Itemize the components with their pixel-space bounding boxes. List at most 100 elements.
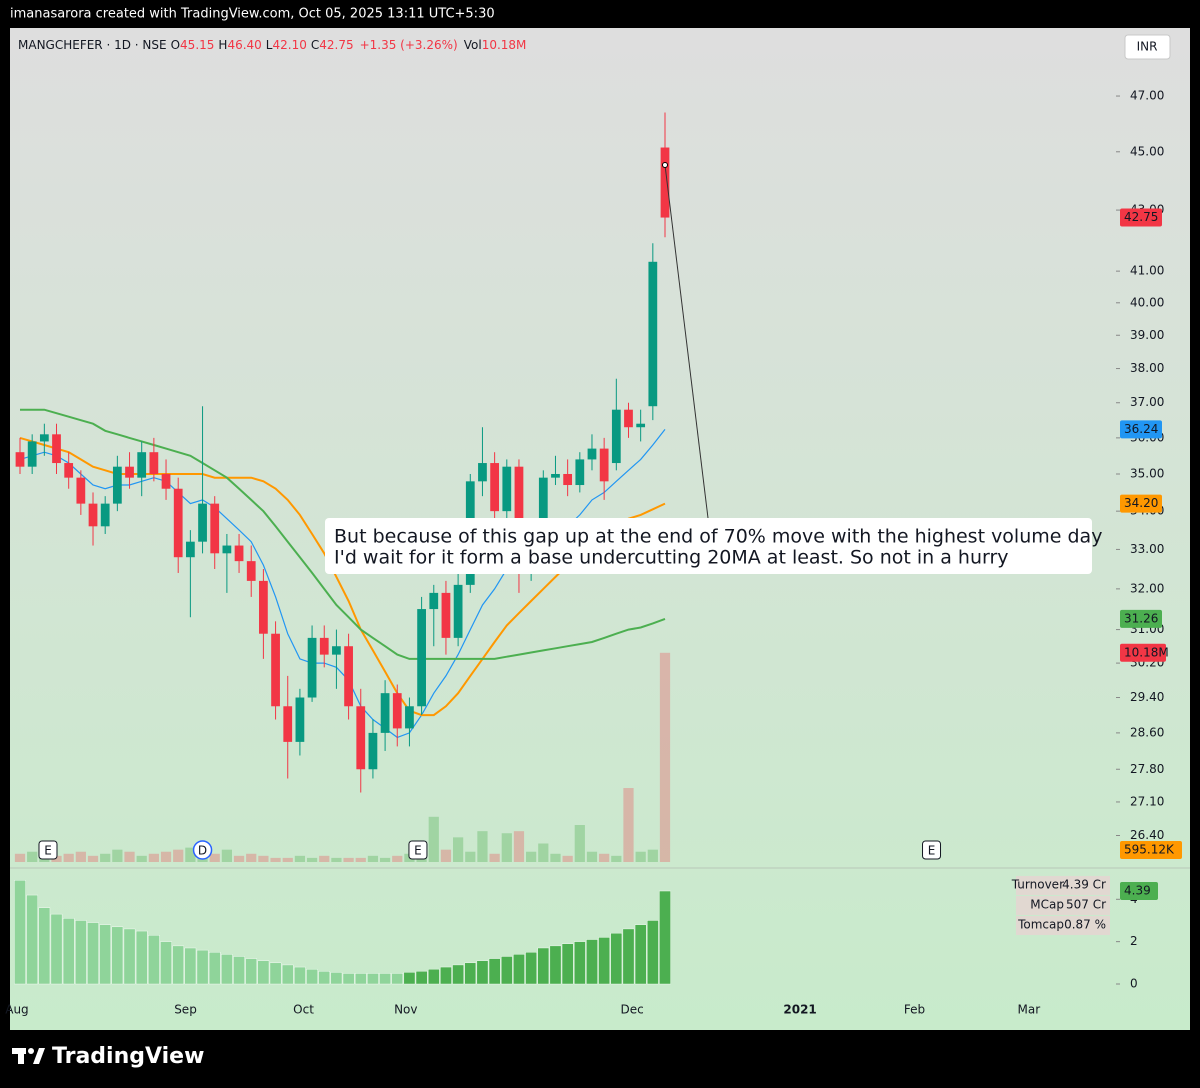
- turnover-bar: [135, 930, 148, 985]
- turnover-bar: [50, 913, 63, 985]
- price-tag: [1120, 609, 1162, 628]
- candle-body: [283, 706, 293, 742]
- turnover-bar: [75, 920, 87, 985]
- candle-body: [27, 441, 37, 467]
- candle-body: [39, 434, 49, 442]
- currency-button[interactable]: [1124, 34, 1171, 60]
- turnover-bar: [160, 941, 172, 985]
- candle-body: [161, 473, 171, 489]
- volume-bar: [611, 855, 622, 862]
- volume-bar: [562, 855, 573, 862]
- candle-body: [636, 423, 646, 428]
- turnover-bar: [367, 973, 379, 985]
- volume-bar: [63, 853, 74, 862]
- ohlc-key: O: [171, 38, 180, 52]
- candle-body: [356, 706, 366, 770]
- turnover-bar: [622, 928, 635, 985]
- candle-body: [648, 261, 658, 407]
- candle-body: [88, 503, 98, 527]
- turnover-bar: [354, 973, 367, 985]
- turnover-bar: [427, 968, 440, 985]
- symbol: MANGCHEFER · 1D · NSE: [18, 38, 167, 52]
- change: +1.35 (+3.26%): [360, 38, 458, 52]
- annotation-line: I'd wait for it form a base undercutting…: [334, 547, 1009, 569]
- candle-body: [344, 646, 353, 707]
- turnover-bar: [26, 894, 38, 985]
- turnover-bar: [476, 960, 489, 985]
- ohlc-key: L: [266, 38, 273, 52]
- turnover-bar: [574, 941, 586, 985]
- candle-body: [368, 732, 378, 770]
- price-tag-label: 42.75: [1124, 210, 1158, 224]
- volume-bar: [258, 855, 269, 862]
- price-tag-label: 4.39: [1124, 884, 1151, 898]
- candle-body: [624, 409, 633, 428]
- volume-bar: [453, 837, 464, 862]
- table-row: [1016, 876, 1110, 895]
- volume-bar: [526, 851, 537, 862]
- volume-value: 10.18M: [482, 38, 527, 52]
- turnover-bar: [452, 964, 464, 985]
- event-label: E: [414, 844, 422, 858]
- candle-body: [660, 147, 670, 218]
- candle-body: [453, 584, 463, 638]
- price-tag: [1120, 494, 1162, 513]
- turnover-bar: [598, 937, 610, 985]
- price-tag: [1120, 643, 1166, 662]
- annotation-box: [325, 518, 1092, 574]
- turnover-bar: [111, 926, 124, 985]
- turnover-bar: [525, 952, 537, 985]
- legend: MANGCHEFER · 1D · NSE O45.15 H46.40 L42.10 C…: [18, 38, 526, 52]
- y-tick-label: 41.00: [1130, 264, 1164, 278]
- turnover-bar: [513, 954, 525, 985]
- candle-body: [563, 473, 573, 486]
- turnover-bar: [549, 945, 562, 985]
- volume-bar: [367, 855, 379, 862]
- volume-bar: [221, 849, 232, 862]
- volume-bar: [136, 855, 147, 862]
- volume-bar: [51, 855, 62, 862]
- turnover-bar: [464, 962, 477, 985]
- turnover-bar: [221, 954, 233, 985]
- annotation-arrow: [664, 164, 709, 519]
- turnover-bar: [196, 949, 209, 985]
- volume-bar: [635, 851, 646, 862]
- currency[interactable]: INR: [1137, 40, 1158, 54]
- volume-bar: [270, 857, 281, 862]
- y-tick-label: 33.00: [1130, 542, 1164, 556]
- table-value: 4.39 Cr: [1062, 878, 1106, 892]
- volume-bar: [647, 849, 658, 862]
- price-tag-label: 34.20: [1124, 496, 1158, 510]
- event-marker: [922, 840, 942, 860]
- candle-body: [478, 463, 487, 482]
- volume-bar: [246, 853, 257, 862]
- turnover-bar: [123, 928, 136, 985]
- brand: TradingView: [52, 1044, 204, 1069]
- volume-bar: [513, 831, 525, 862]
- ohlc-value: 42.75: [319, 38, 353, 52]
- ohlc-value: 45.15: [180, 38, 214, 52]
- volume-bar: [379, 857, 391, 862]
- volume-bar: [599, 853, 610, 862]
- turnover-bar: [647, 920, 659, 985]
- ohlc-value: 42.10: [272, 38, 306, 52]
- y-tick-label: 38.00: [1130, 361, 1164, 375]
- candle-body: [234, 545, 244, 562]
- candle-body: [259, 580, 268, 634]
- candle-body: [380, 693, 390, 733]
- turnover-bar: [610, 932, 623, 985]
- volume-bar: [233, 855, 245, 862]
- event-label: E: [44, 844, 52, 858]
- turnover-bar: [294, 966, 306, 985]
- turnover-bar: [208, 952, 221, 985]
- credit: imanasarora created with TradingView.com…: [10, 7, 495, 22]
- turnover-bar: [38, 907, 51, 985]
- volume-bar: [306, 857, 318, 862]
- volume-bar: [124, 851, 135, 862]
- candle-body: [52, 434, 61, 464]
- volume-bar: [343, 857, 354, 862]
- volume-bar: [331, 857, 342, 862]
- candle-body: [392, 693, 402, 729]
